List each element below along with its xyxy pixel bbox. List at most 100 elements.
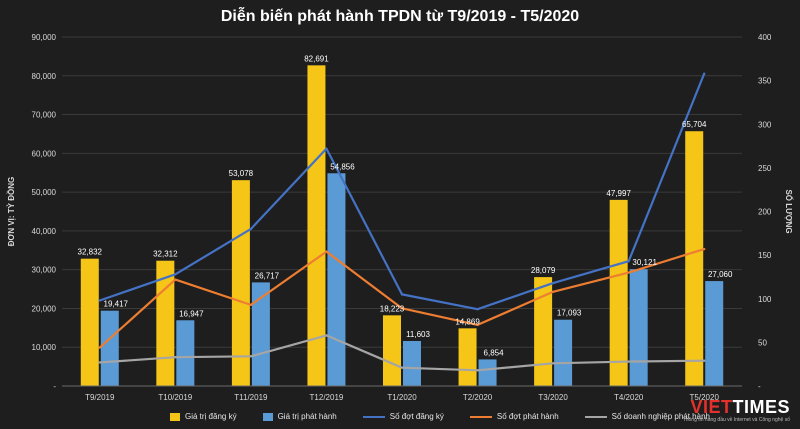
data-label-registered: 18,223: [380, 304, 405, 313]
legend-swatch: [262, 412, 273, 421]
legend-label: Giá trị đăng ký: [185, 412, 237, 421]
data-label-registered: 82,691: [304, 54, 329, 63]
bar-issued-value: [100, 310, 119, 386]
point-issued-rounds: [249, 303, 253, 307]
data-label-registered: 53,078: [229, 169, 254, 178]
point-issued-rounds: [98, 346, 101, 349]
legend-item-registered-rounds: Số đợt đăng ký: [362, 412, 444, 421]
data-label-registered: 47,997: [606, 189, 631, 198]
y-right-tick-label: 200: [758, 208, 772, 217]
data-label-registered: 65,704: [682, 120, 707, 129]
point-issuers: [174, 356, 177, 359]
y-left-axis-title: ĐƠN VỊ: TỶ ĐỒNG: [6, 177, 16, 247]
x-tick-label: T3/2020: [538, 393, 568, 402]
chart-title: Diễn biến phát hành TPDN từ T9/2019 - T5…: [220, 8, 580, 25]
legend-label: Giá trị phát hành: [277, 412, 337, 421]
legend-label: Số đợt phát hành: [496, 412, 559, 421]
y-left-tick-label: 40,000: [32, 227, 57, 236]
x-tick-label: T4/2020: [614, 393, 644, 402]
legend-item-issued-value: Giá trị phát hành: [262, 412, 337, 421]
y-right-axis-title: SỐ LƯỢNG: [784, 189, 794, 233]
legend-item-issuers: Số doanh nghiệp phát hành: [584, 412, 710, 421]
y-left-tick-label: 50,000: [32, 188, 57, 197]
point-issued-rounds: [703, 247, 706, 251]
y-right-tick-label: 350: [758, 77, 772, 86]
data-label-issued: 16,947: [179, 309, 204, 318]
point-issuers: [325, 334, 328, 337]
point-issuers: [627, 360, 630, 363]
data-label-issued: 19,417: [104, 300, 129, 309]
data-label-registered: 32,312: [153, 250, 178, 259]
lines: [98, 72, 706, 372]
point-issuers: [551, 362, 555, 365]
y-left-tick-label: -: [53, 382, 56, 391]
bars: [80, 65, 724, 386]
data-label-issued: 26,717: [255, 271, 280, 280]
logo-viet: VIET: [690, 397, 733, 417]
point-issuers: [476, 369, 479, 372]
x-tick-label: T2/2020: [463, 393, 493, 402]
y-right-tick-label: 100: [758, 295, 772, 304]
y-left-tick-label: 90,000: [32, 33, 57, 42]
bar-issued-value: [705, 281, 724, 386]
legend-swatch: [362, 415, 385, 418]
y-left-tick-label: 30,000: [32, 266, 57, 275]
point-issuers: [249, 355, 253, 358]
bar-registered-value: [609, 199, 628, 386]
point-issued-rounds: [551, 290, 555, 293]
point-registered-rounds: [98, 299, 101, 302]
legend-swatch: [469, 415, 492, 418]
x-tick-label: T12/2019: [310, 393, 344, 402]
y-right-tick-label: 250: [758, 164, 772, 173]
point-issuers: [400, 366, 404, 369]
legend-item-issued-rounds: Số đợt phát hành: [469, 412, 559, 421]
y-left-tick-label: 80,000: [32, 72, 57, 81]
point-registered-rounds: [703, 72, 706, 75]
logo-times: TIMES: [732, 397, 790, 417]
bar-issued-value: [403, 341, 421, 386]
legend-swatch: [170, 412, 180, 421]
y-left-tick-label: 70,000: [32, 111, 57, 120]
bar-issued-value: [629, 269, 648, 386]
legend-label: Số đợt đăng ký: [389, 412, 444, 421]
bar-registered-value: [534, 277, 553, 386]
point-registered-rounds: [627, 260, 630, 263]
x-tick-label: T9/2019: [85, 393, 115, 402]
data-label-registered: 32,832: [78, 248, 103, 257]
point-registered-rounds: [476, 308, 479, 311]
data-labels: 32,832 32,312 53,078 82,691 18,223 14,869 28,0…: [78, 54, 733, 357]
y-right-tick-label: 300: [758, 120, 772, 129]
bar-registered-value: [685, 131, 704, 386]
point-registered-rounds: [325, 147, 328, 150]
bar-issued-value: [327, 173, 346, 386]
legend-item-registered-value: Giá trị đăng ký: [170, 412, 237, 421]
x-tick-label: T5/2020: [690, 393, 720, 402]
legend-label: Số doanh nghiệp phát hành: [611, 412, 710, 421]
data-label-issued: 11,603: [406, 330, 430, 339]
bar-registered-value: [383, 315, 401, 386]
point-issued-rounds: [325, 250, 328, 253]
data-label-issued: 30,121: [632, 258, 657, 267]
bar-issued-value: [176, 320, 195, 386]
point-registered-rounds: [174, 273, 177, 276]
logo-tagline: Thông tin hàng đầu về Internet và Công n…: [682, 417, 790, 423]
y-right-tick-label: 150: [758, 251, 772, 260]
point-registered-rounds: [551, 281, 555, 285]
legend: Giá trị đăng ký Giá trị phát hành Số đợt…: [170, 412, 710, 421]
y-left-tick-label: 10,000: [32, 343, 57, 352]
viettimes-logo: VIETTIMES: [690, 397, 790, 418]
x-tick-label: T11/2019: [234, 393, 268, 402]
data-label-registered: 14,869: [455, 317, 480, 326]
x-tick-label: T10/2019: [158, 393, 192, 402]
point-issuers: [98, 361, 101, 364]
y-right-tick-label: -: [758, 382, 761, 391]
y-left-tick-label: 60,000: [32, 149, 57, 158]
bar-registered-value: [458, 328, 477, 386]
data-label-registered: 28,079: [531, 266, 556, 275]
point-issued-rounds: [400, 307, 404, 310]
axes: - 10,000 20,000 30,000 40,000 50,000 60,000 70,…: [6, 33, 794, 402]
point-registered-rounds: [400, 293, 404, 296]
bar-registered-value: [80, 258, 99, 386]
